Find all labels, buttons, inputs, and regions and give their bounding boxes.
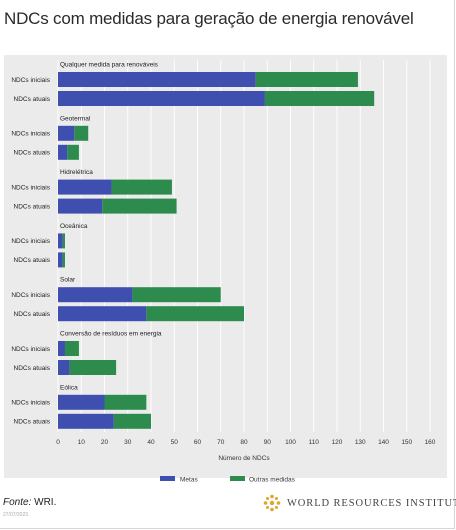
- x-tick-label: 120: [332, 439, 343, 446]
- row-label: NDCs iniciais: [11, 184, 50, 191]
- bar-metas: [58, 413, 114, 429]
- bar-metas: [58, 179, 112, 195]
- row-label: NDCs iniciais: [11, 400, 50, 407]
- bar-metas: [58, 144, 68, 160]
- chart-title: NDCs com medidas para geração de energia…: [4, 9, 414, 28]
- row-label: NDCs iniciais: [11, 346, 50, 353]
- x-tick-label: 30: [124, 439, 132, 446]
- bar-metas: [58, 394, 105, 410]
- bar-outras-medidas: [113, 413, 151, 429]
- group-label: Eólica: [60, 384, 78, 391]
- wri-emblem-icon: [263, 494, 281, 512]
- x-tick-label: 70: [217, 439, 225, 446]
- x-axis-label: Número de NDCs: [218, 455, 270, 462]
- bar-outras-medidas: [146, 306, 244, 322]
- x-tick-label: 10: [78, 439, 86, 446]
- source-note: Fonte: WRI.: [3, 497, 56, 508]
- bar-outras-medidas: [102, 198, 177, 214]
- source-value: WRI.: [34, 497, 57, 508]
- x-tick-label: 50: [171, 439, 179, 446]
- bar-metas: [58, 72, 256, 87]
- row-label: NDCs atuais: [14, 96, 51, 103]
- legend-swatch-outras-medidas: [230, 476, 245, 481]
- bar-outras-medidas: [62, 233, 65, 249]
- x-tick-label: 130: [355, 439, 366, 446]
- bar-metas: [58, 341, 65, 356]
- bar-outras-medidas: [74, 125, 89, 141]
- x-tick-label: 20: [101, 439, 109, 446]
- x-tick-label: 110: [309, 439, 320, 446]
- bar-outras-medidas: [69, 360, 117, 375]
- bar-outras-medidas: [67, 144, 79, 160]
- row-label: NDCs atuais: [14, 203, 51, 210]
- bar-metas: [58, 91, 265, 106]
- footer-date: 27/07/2023: [3, 512, 29, 518]
- x-tick-label: 90: [264, 439, 272, 446]
- x-tick-label: 140: [378, 439, 389, 446]
- bar-metas: [58, 306, 147, 322]
- x-tick-label: 0: [56, 439, 60, 446]
- bar-outras-medidas: [104, 394, 147, 410]
- group-label: Geotermal: [60, 115, 91, 122]
- bar-metas: [58, 198, 103, 214]
- brand-name: WORLD RESOURCES INSTITUTE: [287, 497, 456, 509]
- legend-label-outras-medidas: Outras medidas: [249, 477, 296, 484]
- row-label: NDCs atuais: [14, 419, 51, 426]
- row-label: NDCs atuais: [14, 150, 51, 157]
- legend-swatch-metas: [160, 476, 175, 481]
- wri-logo: WORLD RESOURCES INSTITUTE: [262, 494, 456, 512]
- bar-metas: [58, 125, 75, 141]
- source-label: Fonte:: [3, 497, 32, 508]
- row-label: NDCs atuais: [14, 365, 51, 372]
- x-tick-label: 80: [240, 439, 248, 446]
- row-label: NDCs atuais: [14, 311, 51, 318]
- x-tick-label: 40: [147, 439, 155, 446]
- group-label: Conversão de resíduos em energia: [60, 331, 162, 338]
- row-label: NDCs iniciais: [11, 238, 50, 245]
- bar-metas: [58, 360, 70, 375]
- row-label: NDCs iniciais: [11, 292, 50, 299]
- bar-metas: [58, 252, 63, 268]
- group-label: Solar: [60, 277, 76, 284]
- bar-outras-medidas: [132, 287, 221, 303]
- group-label: Oceânica: [60, 223, 88, 230]
- bar-metas: [58, 287, 133, 303]
- x-tick-label: 100: [285, 439, 296, 446]
- bar-outras-medidas: [62, 252, 65, 268]
- x-tick-label: 60: [194, 439, 202, 446]
- legend-label-metas: Metas: [180, 477, 198, 484]
- row-label: NDCs atuais: [14, 257, 51, 264]
- row-label: NDCs iniciais: [11, 131, 50, 138]
- row-label: NDCs iniciais: [11, 77, 50, 84]
- bar-outras-medidas: [264, 91, 375, 106]
- group-label: Hidrelétrica: [60, 169, 93, 176]
- bar-metas: [58, 233, 63, 249]
- group-label: Qualquer medida para renováveis: [60, 62, 159, 69]
- x-tick-label: 150: [401, 439, 412, 446]
- bar-outras-medidas: [64, 341, 79, 356]
- bar-outras-medidas: [111, 179, 172, 195]
- x-tick-label: 160: [425, 439, 436, 446]
- bar-outras-medidas: [255, 72, 358, 87]
